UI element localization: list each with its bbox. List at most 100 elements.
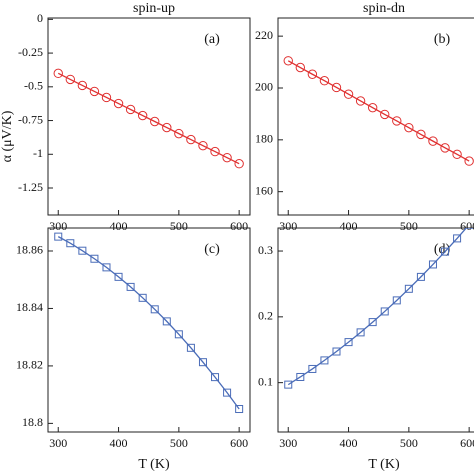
- y-tick-label: 220: [255, 28, 273, 42]
- data-point: [380, 307, 389, 316]
- y-tick-label: 18.8: [22, 415, 43, 429]
- data-point: [90, 254, 99, 263]
- panel: 0 -0.25 -0.5 -0.75 -1 -1.25 300 400 500 600 spin-u…: [0, 1, 251, 233]
- y-tick-label: 18.84: [16, 300, 43, 314]
- x-tick-label: 600: [460, 219, 474, 233]
- data-point: [368, 318, 377, 327]
- data-point: [295, 62, 306, 73]
- data-point: [186, 134, 196, 145]
- data-point: [235, 405, 244, 414]
- panel-label: (a): [204, 32, 220, 47]
- data-point: [307, 69, 318, 79]
- data-point: [125, 104, 136, 115]
- data-point: [54, 232, 63, 241]
- data-line: [57, 236, 240, 410]
- data-point: [89, 86, 100, 97]
- y-tick-label: 18.86: [16, 243, 43, 257]
- y-tick-label: 0.2: [258, 309, 273, 323]
- data-point: [211, 373, 220, 382]
- data-point: [101, 92, 112, 103]
- data-point: [283, 56, 293, 66]
- data-point: [441, 247, 450, 256]
- x-tick-label: 400: [340, 436, 358, 450]
- data-point: [319, 76, 330, 86]
- x-tick-label: 300: [49, 219, 67, 233]
- y-tick-label: -1: [33, 146, 43, 160]
- data-point: [465, 228, 474, 229]
- data-point: [308, 364, 317, 373]
- data-point: [404, 122, 414, 133]
- data-point: [210, 146, 220, 157]
- y-tick-label: 180: [255, 132, 273, 146]
- y-tick-label: 0.3: [258, 243, 273, 257]
- x-tick-label: 400: [110, 219, 128, 233]
- plot-area: [53, 68, 244, 169]
- x-tick-label: 300: [279, 219, 297, 233]
- plot-frame: [277, 227, 474, 433]
- data-point: [126, 282, 135, 291]
- panel-title: spin-dn: [363, 1, 405, 16]
- plot-frame: [47, 227, 251, 433]
- x-tick-label: 400: [340, 219, 358, 233]
- data-point: [332, 347, 341, 356]
- panel: 0.1 0.2 0.3 300 400 500 600 (d) T (K): [258, 227, 474, 472]
- data-point: [137, 110, 148, 121]
- plot-area: [54, 232, 244, 414]
- plot-area: [283, 56, 474, 166]
- y-tick-label: 18.82: [16, 358, 43, 372]
- data-point: [452, 149, 462, 160]
- x-tick-label: 500: [400, 219, 418, 233]
- y-tick-label: 0.1: [258, 374, 273, 388]
- data-point: [186, 343, 195, 352]
- data-point: [320, 356, 329, 365]
- data-point: [464, 156, 474, 166]
- data-point: [65, 74, 76, 85]
- x-axis-label: T (K): [368, 457, 400, 472]
- panel-label: (c): [204, 242, 220, 257]
- data-point: [416, 272, 425, 281]
- x-axis-label: T (K): [138, 457, 170, 472]
- y-tick-label: 200: [255, 80, 273, 94]
- x-tick-label: 600: [230, 436, 248, 450]
- data-point: [380, 109, 390, 120]
- data-point: [428, 136, 438, 146]
- y-tick-label: -0.25: [18, 45, 43, 59]
- panel: 160 180 200 220 300 400 500 600 spin-dn (b): [255, 1, 474, 233]
- plot-frame: [277, 17, 474, 216]
- data-point: [343, 89, 354, 99]
- data-point: [138, 293, 147, 302]
- data-point: [113, 98, 124, 109]
- y-tick-label: -0.5: [24, 79, 43, 93]
- x-tick-label: 500: [170, 436, 188, 450]
- data-point: [234, 159, 244, 169]
- data-point: [174, 330, 183, 339]
- x-tick-label: 500: [400, 436, 418, 450]
- data-point: [174, 128, 184, 139]
- plot-frame: [47, 17, 251, 216]
- x-tick-label: 600: [460, 436, 474, 450]
- data-point: [150, 116, 160, 127]
- y-tick-label: 160: [255, 183, 273, 197]
- x-tick-label: 600: [230, 219, 248, 233]
- data-point: [102, 263, 111, 272]
- data-point: [416, 129, 426, 140]
- plot-area: [284, 228, 474, 389]
- y-axis-label: α (μV/K): [0, 110, 15, 162]
- data-point: [162, 317, 171, 326]
- data-point: [355, 96, 366, 106]
- data-point: [77, 80, 88, 91]
- data-point: [150, 305, 159, 314]
- panel-label: (d): [434, 242, 451, 257]
- data-point: [453, 234, 462, 243]
- data-point: [296, 372, 305, 381]
- data-line: [287, 60, 470, 162]
- panel-label: (b): [434, 32, 451, 47]
- y-tick-label: -0.75: [18, 112, 43, 126]
- data-point: [223, 388, 232, 397]
- data-point: [331, 82, 342, 93]
- data-point: [440, 143, 450, 153]
- data-point: [367, 102, 378, 113]
- data-point: [78, 246, 87, 255]
- x-tick-label: 400: [110, 436, 128, 450]
